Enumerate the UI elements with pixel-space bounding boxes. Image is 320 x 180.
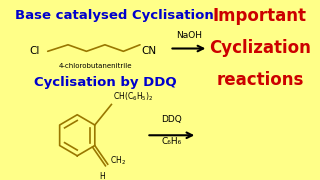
Text: Base catalysed Cyclisation: Base catalysed Cyclisation <box>15 9 213 22</box>
Text: reactions: reactions <box>216 71 304 89</box>
Text: CH$_2$: CH$_2$ <box>109 154 126 167</box>
Text: 4-chlorobutanenitrile: 4-chlorobutanenitrile <box>59 63 132 69</box>
Text: DDQ: DDQ <box>161 115 182 124</box>
Text: Cyclization: Cyclization <box>209 39 311 57</box>
Text: CN: CN <box>142 46 157 56</box>
Text: Important: Important <box>213 7 307 25</box>
Text: CH(C$_6$H$_5$)$_2$: CH(C$_6$H$_5$)$_2$ <box>113 90 154 103</box>
Text: Cl: Cl <box>29 46 40 56</box>
Text: C₆H₆: C₆H₆ <box>161 137 181 146</box>
Text: H: H <box>99 172 105 180</box>
Text: NaOH: NaOH <box>176 31 202 40</box>
Text: Cyclisation by DDQ: Cyclisation by DDQ <box>34 76 176 89</box>
